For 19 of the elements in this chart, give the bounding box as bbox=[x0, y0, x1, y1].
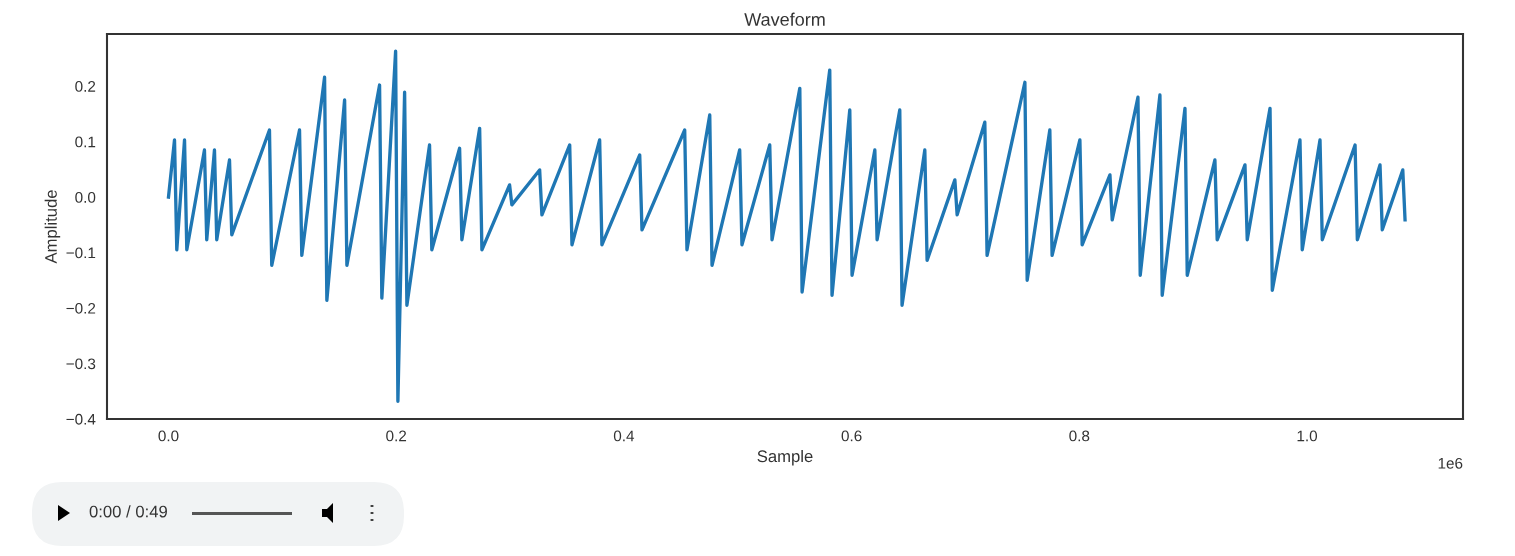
y-tick-label: −0.3 bbox=[66, 358, 96, 370]
y-tick-label: 0.2 bbox=[75, 81, 96, 92]
text: 1e6 bbox=[1438, 457, 1463, 469]
x-tick-label: 0.6 bbox=[841, 430, 862, 442]
x-tick-label: 1.0 bbox=[1297, 430, 1318, 442]
chart-title: Waveform bbox=[744, 12, 825, 26]
y-tick-label: 0.0 bbox=[75, 191, 96, 203]
y-tick-label: 0.1 bbox=[75, 136, 96, 148]
y-tick-label: −0.1 bbox=[66, 247, 96, 259]
y-tick-label: −0.4 bbox=[66, 413, 96, 425]
y-tick-label: −0.2 bbox=[66, 302, 96, 314]
x-tick-label: 0.2 bbox=[386, 430, 407, 442]
x-tick-label: 0.8 bbox=[1069, 430, 1090, 442]
x-tick-label: 0.0 bbox=[158, 430, 179, 442]
x-tick-label: 0.4 bbox=[613, 430, 635, 442]
text: 0:00 / 0:49 bbox=[89, 505, 167, 518]
line-series bbox=[166, 49, 1407, 403]
y-axis-title: Amplitude bbox=[44, 190, 61, 264]
x-axis-title: Sample bbox=[757, 449, 813, 466]
